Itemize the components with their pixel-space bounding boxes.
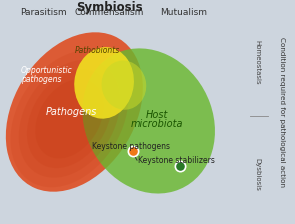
Point (177, 164, 182, 168)
Ellipse shape (10, 50, 128, 187)
Text: Homeostasis: Homeostasis (255, 40, 261, 85)
Text: Symbiosis: Symbiosis (76, 1, 142, 14)
Text: Condition required for pathological action: Condition required for pathological acti… (279, 37, 286, 187)
Text: Keystone pathogens: Keystone pathogens (92, 142, 170, 151)
Text: pathogens: pathogens (21, 75, 62, 84)
Ellipse shape (101, 60, 146, 110)
Text: Pathobionts: Pathobionts (74, 46, 119, 55)
Ellipse shape (19, 60, 120, 178)
Ellipse shape (82, 48, 215, 194)
Text: Host: Host (146, 110, 168, 120)
Text: Commensalism: Commensalism (74, 8, 144, 17)
Point (130, 149, 135, 153)
Text: Pathogens: Pathogens (46, 107, 97, 117)
Text: Opportunistic: Opportunistic (21, 66, 73, 75)
Text: Keystone stabilizers: Keystone stabilizers (137, 156, 214, 165)
Ellipse shape (74, 47, 134, 119)
Ellipse shape (6, 32, 143, 192)
Ellipse shape (35, 79, 104, 159)
Ellipse shape (27, 69, 112, 168)
Text: Mutualism: Mutualism (160, 8, 207, 17)
Text: Parasitism: Parasitism (20, 8, 66, 17)
Text: Dysbiosis: Dysbiosis (255, 158, 261, 191)
Text: microbiota: microbiota (131, 119, 183, 129)
